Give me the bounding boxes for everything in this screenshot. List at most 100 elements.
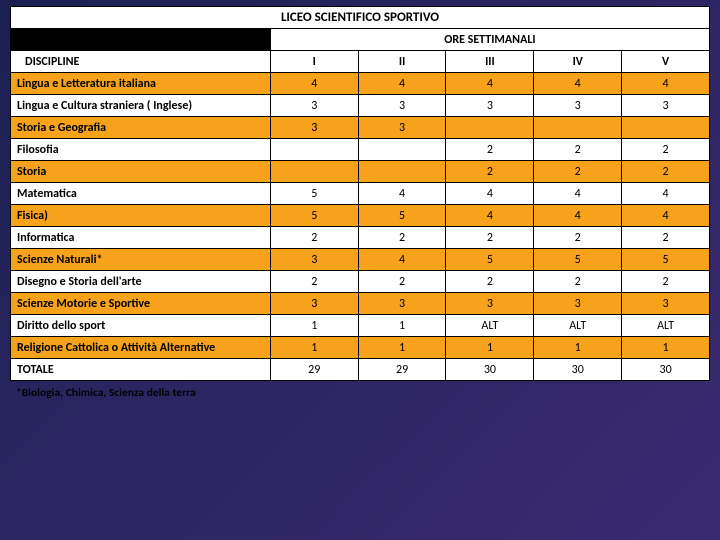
- cell-value: ALT: [446, 315, 534, 337]
- table-row: Lingua e Cultura straniera ( Inglese)333…: [11, 95, 710, 117]
- cell-value: 30: [622, 359, 710, 381]
- cell-value: 5: [270, 183, 358, 205]
- cell-value: 1: [622, 337, 710, 359]
- ore-row: ORE SETTIMANALI: [11, 29, 710, 51]
- ore-label: ORE SETTIMANALI: [270, 29, 709, 51]
- cell-value: 3: [534, 95, 622, 117]
- cell-value: 3: [622, 95, 710, 117]
- cell-value: 4: [534, 205, 622, 227]
- curriculum-table: LICEO SCIENTIFICO SPORTIVO ORE SETTIMANA…: [10, 6, 710, 381]
- cell-value: 4: [534, 73, 622, 95]
- header-row: DISCIPLINE I II III IV V: [11, 51, 710, 73]
- header-discipline: DISCIPLINE: [11, 51, 271, 73]
- cell-value: 1: [358, 315, 446, 337]
- cell-value: 4: [270, 73, 358, 95]
- table-row: Storia e Geografia33: [11, 117, 710, 139]
- discipline-label: Religione Cattolica o Attività Alternati…: [11, 337, 271, 359]
- cell-value: 2: [534, 139, 622, 161]
- cell-value: [358, 161, 446, 183]
- cell-value: 1: [270, 315, 358, 337]
- cell-value: 1: [358, 337, 446, 359]
- cell-value: 2: [270, 227, 358, 249]
- cell-value: 4: [534, 183, 622, 205]
- table-row: Matematica54444: [11, 183, 710, 205]
- header-col-5: V: [622, 51, 710, 73]
- cell-value: 3: [270, 95, 358, 117]
- discipline-label: TOTALE: [11, 359, 271, 381]
- discipline-label: Filosofia: [11, 139, 271, 161]
- cell-value: 1: [446, 337, 534, 359]
- cell-value: 3: [446, 95, 534, 117]
- table-row: Lingua e Letteratura italiana44444: [11, 73, 710, 95]
- cell-value: [270, 139, 358, 161]
- cell-value: 2: [270, 271, 358, 293]
- cell-value: 4: [358, 249, 446, 271]
- cell-value: 3: [358, 95, 446, 117]
- cell-value: 2: [622, 139, 710, 161]
- discipline-label: Fisica): [11, 205, 271, 227]
- table-row: Diritto dello sport11ALTALTALT: [11, 315, 710, 337]
- cell-value: 2: [534, 227, 622, 249]
- header-col-2: II: [358, 51, 446, 73]
- table-row: Informatica22222: [11, 227, 710, 249]
- cell-value: 4: [446, 183, 534, 205]
- cell-value: 5: [534, 249, 622, 271]
- discipline-label: Matematica: [11, 183, 271, 205]
- cell-value: 2: [446, 161, 534, 183]
- cell-value: 3: [446, 293, 534, 315]
- cell-value: 30: [534, 359, 622, 381]
- cell-value: 4: [358, 183, 446, 205]
- cell-value: 4: [622, 73, 710, 95]
- cell-value: 4: [622, 183, 710, 205]
- cell-value: ALT: [534, 315, 622, 337]
- table-row: Fisica)55444: [11, 205, 710, 227]
- discipline-label: Disegno e Storia dell'arte: [11, 271, 271, 293]
- cell-value: 2: [358, 271, 446, 293]
- table-row: Religione Cattolica o Attività Alternati…: [11, 337, 710, 359]
- discipline-label: Diritto dello sport: [11, 315, 271, 337]
- table-row: Filosofia222: [11, 139, 710, 161]
- title-row: LICEO SCIENTIFICO SPORTIVO: [11, 7, 710, 29]
- discipline-label: Lingua e Letteratura italiana: [11, 73, 271, 95]
- cell-value: 2: [534, 271, 622, 293]
- cell-value: 5: [358, 205, 446, 227]
- cell-value: [270, 161, 358, 183]
- cell-value: 5: [270, 205, 358, 227]
- cell-value: 29: [358, 359, 446, 381]
- footnote-table: *Biologia, Chimica, Scienza della terra: [10, 381, 710, 403]
- cell-value: ALT: [622, 315, 710, 337]
- discipline-label: Storia: [11, 161, 271, 183]
- cell-value: 3: [622, 293, 710, 315]
- cell-value: 3: [270, 249, 358, 271]
- cell-value: 1: [534, 337, 622, 359]
- cell-value: 2: [358, 227, 446, 249]
- table-body: Lingua e Letteratura italiana44444Lingua…: [11, 73, 710, 381]
- table-row: Disegno e Storia dell'arte22222: [11, 271, 710, 293]
- cell-value: 4: [358, 73, 446, 95]
- footnote-row: *Biologia, Chimica, Scienza della terra: [10, 381, 710, 403]
- cell-value: [534, 117, 622, 139]
- header-col-4: IV: [534, 51, 622, 73]
- cell-value: 2: [446, 139, 534, 161]
- cell-value: 5: [622, 249, 710, 271]
- cell-value: 4: [446, 205, 534, 227]
- header-col-3: III: [446, 51, 534, 73]
- cell-value: [358, 139, 446, 161]
- header-col-1: I: [270, 51, 358, 73]
- discipline-label: Lingua e Cultura straniera ( Inglese): [11, 95, 271, 117]
- cell-value: 3: [358, 117, 446, 139]
- cell-value: 30: [446, 359, 534, 381]
- table-row: Storia222: [11, 161, 710, 183]
- cell-value: [622, 117, 710, 139]
- cell-value: 4: [622, 205, 710, 227]
- cell-value: 2: [446, 227, 534, 249]
- cell-value: 2: [622, 227, 710, 249]
- cell-value: [446, 117, 534, 139]
- table-row: Scienze Motorie e Sportive33333: [11, 293, 710, 315]
- table-row: Scienze Naturali*34555: [11, 249, 710, 271]
- cell-value: 29: [270, 359, 358, 381]
- cell-value: 2: [534, 161, 622, 183]
- cell-value: 3: [358, 293, 446, 315]
- table-title: LICEO SCIENTIFICO SPORTIVO: [11, 7, 710, 29]
- cell-value: 3: [270, 293, 358, 315]
